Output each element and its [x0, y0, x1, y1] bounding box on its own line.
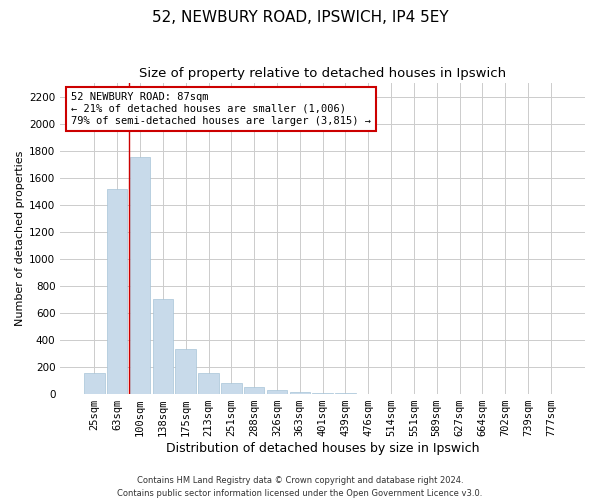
Bar [152, 300, 173, 394]
Y-axis label: Number of detached properties: Number of detached properties [15, 151, 25, 326]
Text: 52 NEWBURY ROAD: 87sqm
← 21% of detached houses are smaller (1,006)
79% of semi-: 52 NEWBURY ROAD: 87sqm ← 21% of detached… [71, 92, 371, 126]
X-axis label: Distribution of detached houses by size in Ipswich: Distribution of detached houses by size … [166, 442, 479, 455]
Bar [290, 392, 310, 394]
Bar [130, 158, 151, 394]
Bar [84, 373, 104, 394]
Bar [244, 388, 265, 394]
Title: Size of property relative to detached houses in Ipswich: Size of property relative to detached ho… [139, 68, 506, 80]
Bar [198, 373, 219, 394]
Bar [107, 188, 127, 394]
Text: Contains HM Land Registry data © Crown copyright and database right 2024.
Contai: Contains HM Land Registry data © Crown c… [118, 476, 482, 498]
Bar [267, 390, 287, 394]
Bar [313, 392, 333, 394]
Bar [175, 350, 196, 394]
Text: 52, NEWBURY ROAD, IPSWICH, IP4 5EY: 52, NEWBURY ROAD, IPSWICH, IP4 5EY [152, 10, 448, 25]
Bar [221, 382, 242, 394]
